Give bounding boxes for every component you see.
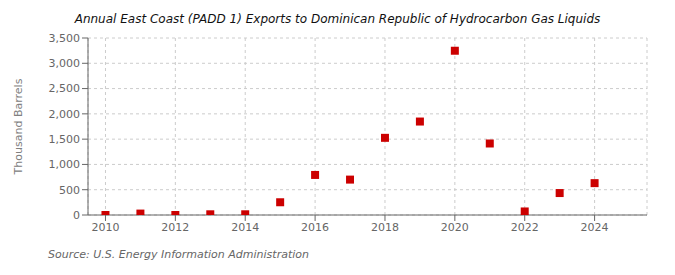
svg-text:2014: 2014 xyxy=(231,221,259,234)
svg-text:2020: 2020 xyxy=(441,221,469,234)
html-text:Source: U.S. Energy Informatio: Source: U.S. Energy Information Administ… xyxy=(48,248,309,261)
svg-text:1,000: 1,000 xyxy=(49,158,81,171)
svg-text:2,500: 2,500 xyxy=(49,82,81,95)
svg-text:2012: 2012 xyxy=(161,221,189,234)
svg-text:2018: 2018 xyxy=(371,221,399,234)
svg-text:500: 500 xyxy=(59,184,80,197)
svg-text:2016: 2016 xyxy=(301,221,329,234)
svg-text:Thousand Barrels: Thousand Barrels xyxy=(12,78,25,175)
svg-text:2022: 2022 xyxy=(511,221,539,234)
svg-text:3,500: 3,500 xyxy=(49,32,81,45)
svg-text:1,500: 1,500 xyxy=(49,133,81,146)
svg-text:2,000: 2,000 xyxy=(49,108,81,121)
html-text:Annual East Coast (PADD 1) Exp: Annual East Coast (PADD 1) Exports to Do… xyxy=(74,12,601,26)
svg-text:2010: 2010 xyxy=(91,221,119,234)
svg-text:2024: 2024 xyxy=(581,221,609,234)
svg-text:0: 0 xyxy=(73,209,80,222)
svg-text:3,000: 3,000 xyxy=(49,57,81,70)
